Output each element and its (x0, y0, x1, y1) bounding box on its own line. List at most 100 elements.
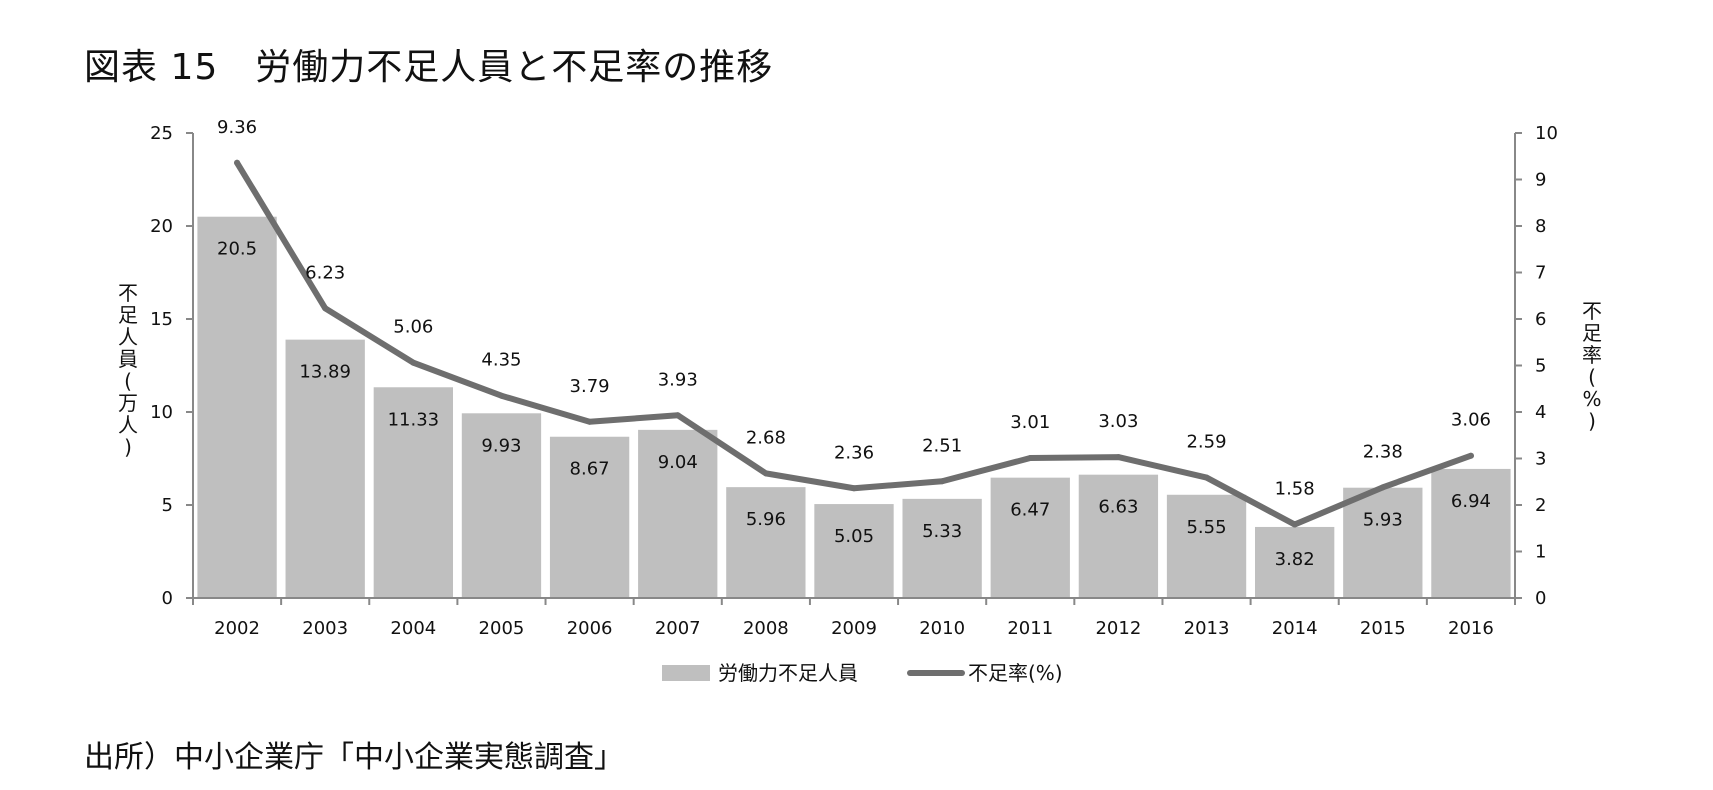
legend-swatch-bar (662, 665, 710, 681)
source-note: 出所）中小企業庁「中小企業実態調査」 (84, 740, 624, 775)
x-tick-label: 2006 (567, 618, 613, 639)
x-tick-label: 2003 (302, 618, 348, 639)
y-tick-label-right: 1 (1535, 542, 1546, 563)
y-tick-label-right: 8 (1535, 216, 1546, 237)
line-data-label: 2.36 (834, 442, 874, 463)
bar-data-label: 5.96 (746, 509, 786, 530)
line-data-label: 2.51 (922, 435, 962, 456)
x-tick-label: 2014 (1272, 618, 1318, 639)
legend-label-bar: 労働力不足人員 (718, 661, 858, 685)
line-data-label: 4.35 (481, 350, 521, 371)
x-tick-label: 2015 (1360, 618, 1406, 639)
bar-data-label: 9.93 (481, 435, 521, 456)
bar-data-label: 9.04 (658, 452, 698, 473)
bar-data-label: 6.94 (1451, 491, 1491, 512)
line-point (410, 359, 417, 366)
bar (285, 339, 365, 598)
bar (1255, 526, 1335, 598)
bar-data-label: 5.55 (1186, 517, 1226, 538)
line-data-label: 6.23 (305, 262, 345, 283)
x-tick-label: 2004 (390, 618, 436, 639)
y-tick-label-right: 10 (1535, 123, 1558, 144)
bar-data-label: 5.33 (922, 521, 962, 542)
line-data-label: 5.06 (393, 317, 433, 338)
y-tick-label-left: 0 (162, 588, 173, 609)
line-point (939, 478, 946, 485)
bar-data-label: 20.5 (217, 239, 257, 260)
bar (461, 413, 542, 598)
x-tick-label: 2010 (919, 618, 965, 639)
line-data-label: 3.06 (1451, 410, 1491, 431)
bar-data-label: 6.63 (1098, 497, 1138, 518)
line-point (234, 159, 241, 166)
line-point (1379, 484, 1386, 491)
x-tick-label: 2012 (1095, 618, 1141, 639)
line-point (851, 485, 857, 492)
bar (1078, 474, 1159, 598)
y-tick-label-left: 25 (150, 123, 173, 144)
y-tick-label-left: 10 (150, 402, 173, 423)
line-point (322, 305, 329, 312)
x-tick-label: 2002 (214, 618, 260, 639)
bar (1343, 487, 1423, 598)
y-tick-label-right: 7 (1535, 263, 1546, 284)
y-tick-label-right: 3 (1535, 449, 1546, 470)
bar-data-label: 13.89 (299, 362, 351, 383)
legend-label-line: 不足率(%) (968, 661, 1063, 685)
chart-title: 図表 15 労働力不足人員と不足率の推移 (84, 47, 774, 88)
bar (902, 498, 982, 598)
y-tick-label-left: 5 (162, 495, 173, 516)
x-tick-label: 2011 (1007, 618, 1053, 639)
bar-data-label: 5.05 (834, 526, 874, 547)
bar (638, 429, 718, 598)
bar-data-label: 6.47 (1010, 500, 1050, 521)
y-tick-label-right: 6 (1535, 309, 1546, 330)
y-tick-label-left: 20 (150, 216, 173, 237)
bar (1431, 468, 1511, 598)
y-tick-label-right: 2 (1535, 495, 1546, 516)
bar (549, 436, 630, 598)
line-point (1291, 521, 1298, 528)
y-tick-label-right: 4 (1535, 402, 1546, 423)
line-point (1115, 454, 1122, 461)
bar-data-label: 11.33 (388, 409, 440, 430)
bar (814, 504, 894, 598)
line-point (674, 412, 681, 419)
line-data-label: 3.79 (570, 376, 610, 397)
line-point (498, 392, 505, 399)
y-tick-label-left: 15 (150, 309, 173, 330)
bar (197, 216, 277, 598)
line-point (762, 470, 769, 477)
y-tick-label-right: 5 (1535, 356, 1546, 377)
line-data-label: 2.38 (1363, 441, 1403, 462)
x-tick-label: 2007 (655, 618, 701, 639)
line-data-label: 2.59 (1186, 432, 1226, 453)
bar (1166, 494, 1247, 598)
line-point (1027, 455, 1034, 462)
line-data-label: 1.58 (1275, 479, 1315, 500)
bar (990, 477, 1070, 598)
y-axis-title-left: 不足人員(万人) (118, 281, 138, 459)
bar-data-label: 3.82 (1275, 549, 1315, 570)
y-tick-label-right: 9 (1535, 170, 1546, 191)
bar (726, 487, 806, 598)
line-data-label: 3.93 (658, 369, 698, 390)
line-data-label: 9.36 (217, 117, 257, 138)
y-tick-label-right: 0 (1535, 588, 1546, 609)
x-tick-label: 2005 (479, 618, 525, 639)
x-tick-label: 2008 (743, 618, 789, 639)
line-point (1203, 474, 1210, 481)
line-point (1467, 452, 1474, 459)
line-data-label: 3.03 (1098, 411, 1138, 432)
line-data-label: 2.68 (746, 427, 786, 448)
bar (373, 387, 453, 598)
bar-data-label: 8.67 (570, 459, 610, 480)
x-tick-label: 2016 (1448, 618, 1494, 639)
x-tick-label: 2009 (831, 618, 877, 639)
y-axis-title-right: 不足率(%) (1582, 299, 1602, 433)
line-data-label: 3.01 (1010, 412, 1050, 433)
bar-data-label: 5.93 (1363, 510, 1403, 531)
line-point (586, 418, 593, 425)
x-tick-label: 2013 (1184, 618, 1230, 639)
